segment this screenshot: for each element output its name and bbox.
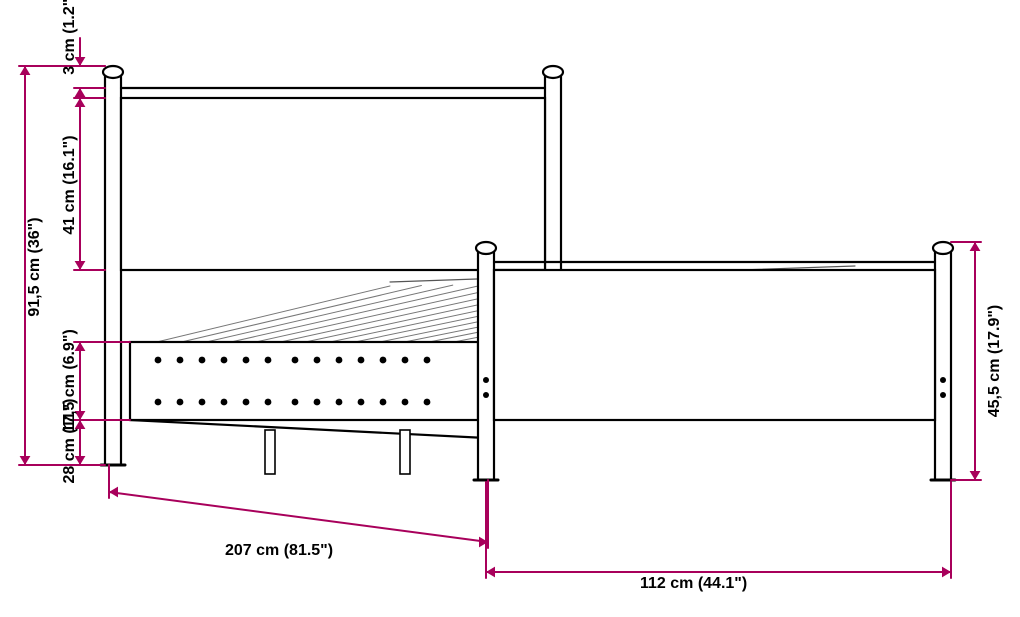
label-height-footboard: 45,5 cm (17.9") bbox=[986, 281, 1004, 441]
label-height-cap: 3 cm (1.2") bbox=[61, 0, 79, 84]
label-length: 207 cm (81.5") bbox=[225, 542, 333, 560]
label-height-panel: 41 cm (16.1") bbox=[61, 105, 79, 265]
label-height-siderail: 17,5 cm (6.9") bbox=[61, 301, 79, 461]
label-height-total: 91,5 cm (36") bbox=[26, 192, 44, 342]
label-width: 112 cm (44.1") bbox=[640, 575, 747, 593]
